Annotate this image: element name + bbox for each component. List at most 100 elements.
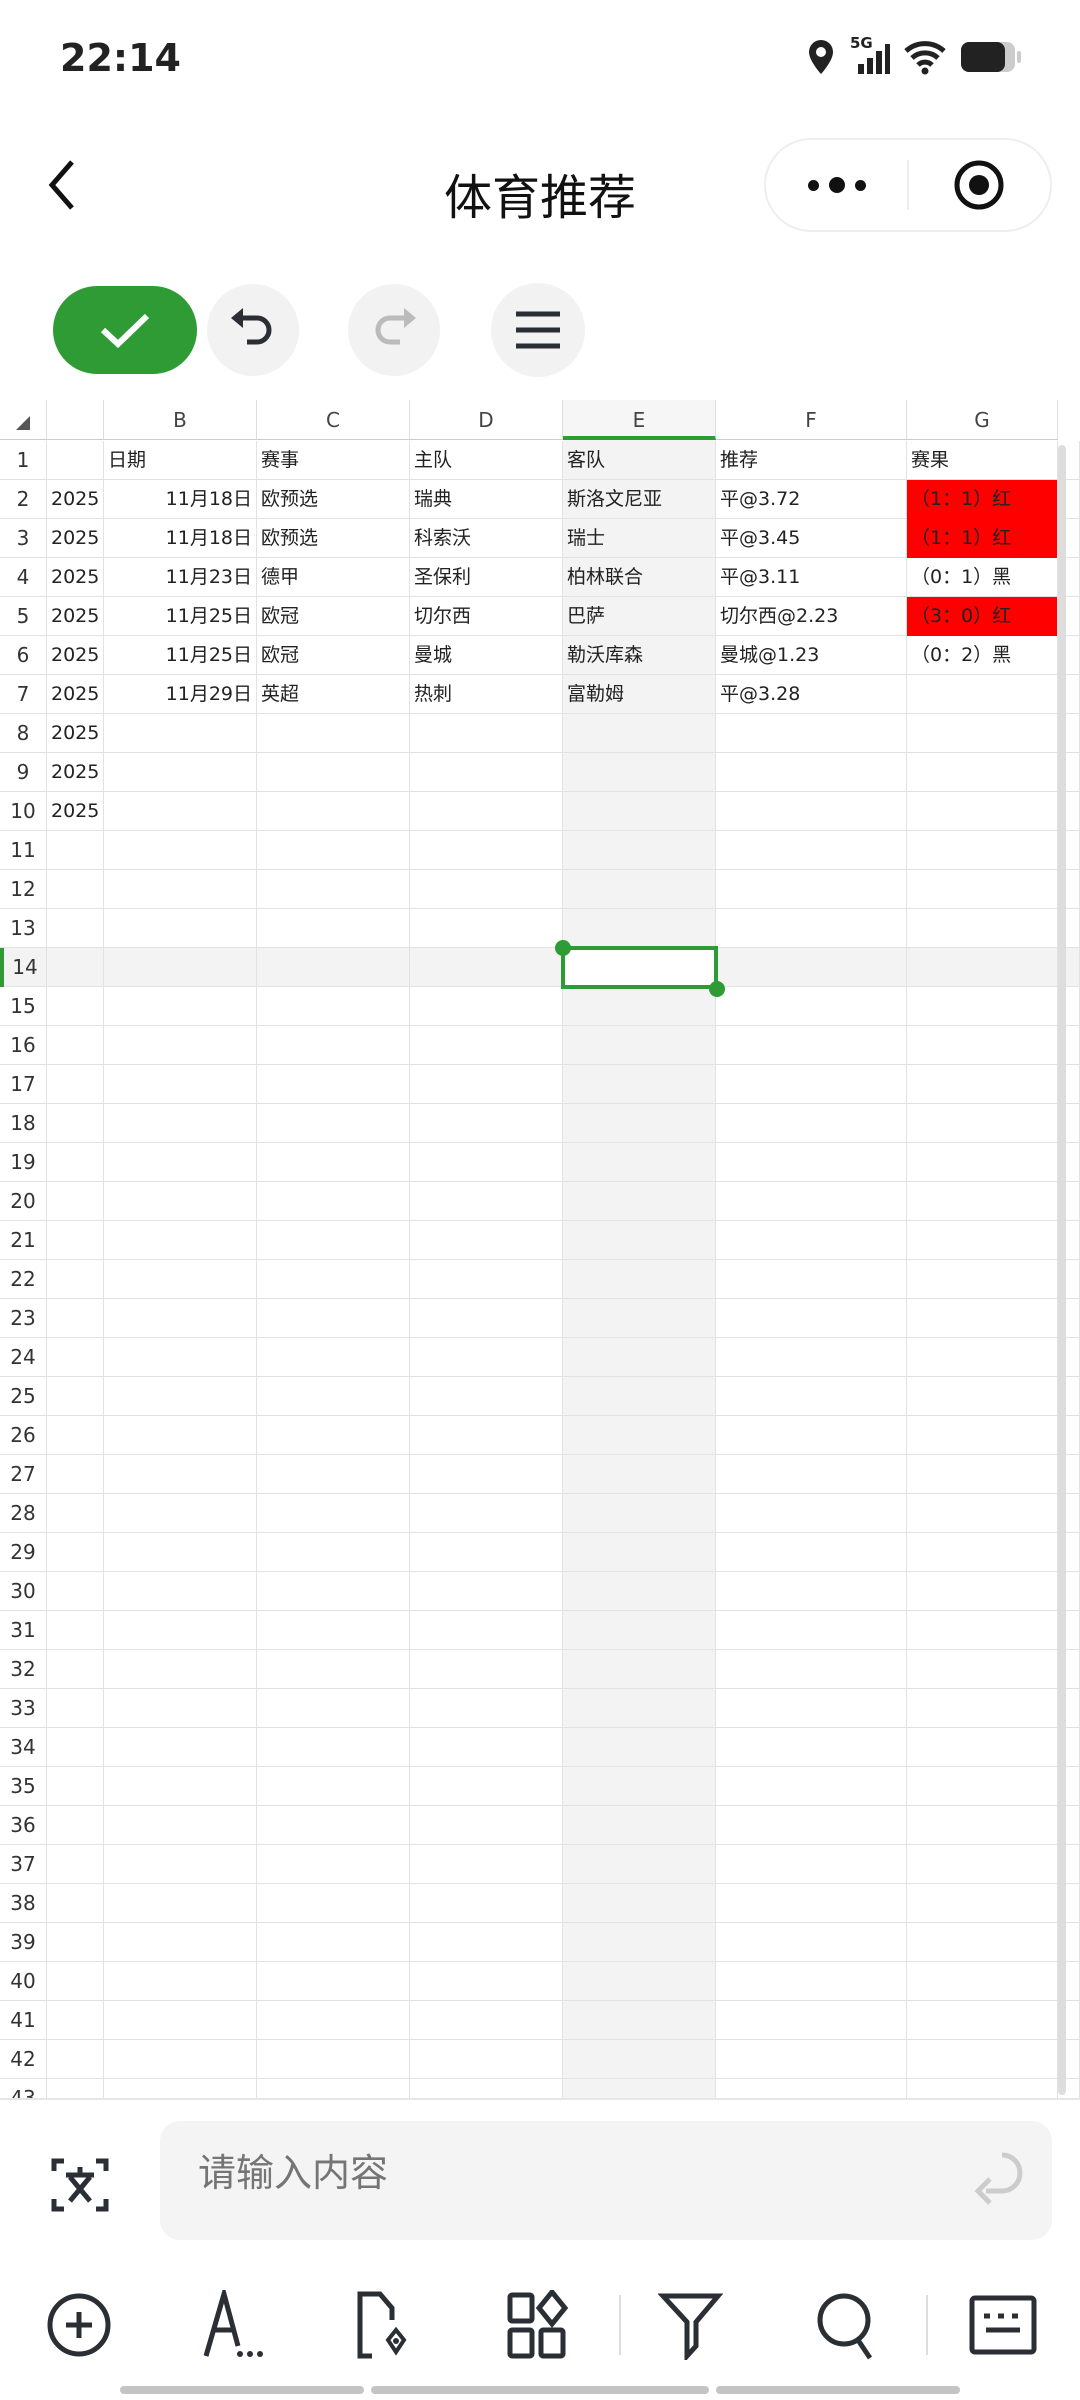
back-icon[interactable] [40,150,90,220]
cell-A28[interactable] [47,1494,104,1533]
row-header[interactable]: 24 [0,1338,47,1377]
cell-A7[interactable]: 2025 [47,675,104,714]
cell-G1[interactable]: 赛果 [907,441,1058,480]
cell-E15[interactable] [563,987,716,1026]
row-header[interactable]: 41 [0,2001,47,2040]
cell-D43[interactable] [410,2079,563,2100]
cell-C23[interactable] [257,1299,410,1338]
cell-D17[interactable] [410,1065,563,1104]
cell-A22[interactable] [47,1260,104,1299]
cell-D19[interactable] [410,1143,563,1182]
cell-D23[interactable] [410,1299,563,1338]
cell-B19[interactable] [104,1143,257,1182]
cell-B14[interactable] [104,948,257,987]
cell-D2[interactable]: 瑞典 [410,480,563,519]
cell-F23[interactable] [716,1299,907,1338]
apps-icon[interactable] [505,2290,575,2360]
cell-E18[interactable] [563,1104,716,1143]
cell-A19[interactable] [47,1143,104,1182]
cell-A26[interactable] [47,1416,104,1455]
cell-B36[interactable] [104,1806,257,1845]
filter-icon[interactable] [658,2290,728,2360]
cell-A39[interactable] [47,1923,104,1962]
cell-B37[interactable] [104,1845,257,1884]
cell-F29[interactable] [716,1533,907,1572]
cell-C38[interactable] [257,1884,410,1923]
cell-C22[interactable] [257,1260,410,1299]
cell-F2[interactable]: 平@3.72 [716,480,907,519]
cell-D35[interactable] [410,1767,563,1806]
cell-A12[interactable] [47,870,104,909]
cell-C15[interactable] [257,987,410,1026]
cell-E43[interactable] [563,2079,716,2100]
cell-C8[interactable] [257,714,410,753]
cell-D25[interactable] [410,1377,563,1416]
cell-C37[interactable] [257,1845,410,1884]
cell-B7[interactable]: 11月29日 [104,675,257,714]
cell-D22[interactable] [410,1260,563,1299]
cell-B17[interactable] [104,1065,257,1104]
row-header[interactable]: 13 [0,909,47,948]
cell-F31[interactable] [716,1611,907,1650]
row-header[interactable]: 29 [0,1533,47,1572]
cell-G25[interactable] [907,1377,1058,1416]
cell-E31[interactable] [563,1611,716,1650]
cell-F14[interactable] [716,948,907,987]
cell-D10[interactable] [410,792,563,831]
cell-G7[interactable] [907,675,1058,714]
cell-B42[interactable] [104,2040,257,2079]
cell-C20[interactable] [257,1182,410,1221]
cell-G17[interactable] [907,1065,1058,1104]
cell-A35[interactable] [47,1767,104,1806]
cell-C5[interactable]: 欧冠 [257,597,410,636]
cell-G41[interactable] [907,2001,1058,2040]
insert-icon[interactable] [44,2290,114,2360]
cell-F10[interactable] [716,792,907,831]
row-header[interactable]: 36 [0,1806,47,1845]
cell-B3[interactable]: 11月18日 [104,519,257,558]
cell-G33[interactable] [907,1689,1058,1728]
cell-G15[interactable] [907,987,1058,1026]
row-header[interactable]: 5 [0,597,47,636]
row-header[interactable]: 4 [0,558,47,597]
cell-A27[interactable] [47,1455,104,1494]
cell-A29[interactable] [47,1533,104,1572]
cell-C25[interactable] [257,1377,410,1416]
cell-C43[interactable] [257,2079,410,2100]
row-header[interactable]: 33 [0,1689,47,1728]
column-header[interactable] [47,400,104,440]
spreadsheet-grid[interactable]: B C D E F G 1 日期 赛事 主队 客队 推荐 赛果 2 2025 11月18日 欧预选 瑞典 斯洛文尼亚… [0,400,1080,2100]
cell-A33[interactable] [47,1689,104,1728]
confirm-button[interactable] [53,286,197,374]
row-header[interactable]: 7 [0,675,47,714]
cell-F39[interactable] [716,1923,907,1962]
cell-E21[interactable] [563,1221,716,1260]
cell-A14[interactable] [47,948,104,987]
cell-D4[interactable]: 圣保利 [410,558,563,597]
cell-C11[interactable] [257,831,410,870]
cell-C4[interactable]: 德甲 [257,558,410,597]
cell-F12[interactable] [716,870,907,909]
cell-C42[interactable] [257,2040,410,2079]
cell-E34[interactable] [563,1728,716,1767]
cell-A5[interactable]: 2025 [47,597,104,636]
cell-F22[interactable] [716,1260,907,1299]
cell-G31[interactable] [907,1611,1058,1650]
cell-D24[interactable] [410,1338,563,1377]
row-header[interactable]: 35 [0,1767,47,1806]
cell-C18[interactable] [257,1104,410,1143]
cell-A13[interactable] [47,909,104,948]
cell-C19[interactable] [257,1143,410,1182]
cell-F42[interactable] [716,2040,907,2079]
row-header[interactable]: 42 [0,2040,47,2079]
cell-E29[interactable] [563,1533,716,1572]
cell-G21[interactable] [907,1221,1058,1260]
cell-C1[interactable]: 赛事 [257,441,410,480]
column-header[interactable]: E [563,400,716,440]
cell-E9[interactable] [563,753,716,792]
cell-F41[interactable] [716,2001,907,2040]
cell-B5[interactable]: 11月25日 [104,597,257,636]
cell-E22[interactable] [563,1260,716,1299]
vertical-scrollbar[interactable] [1058,445,1066,2095]
cell-A17[interactable] [47,1065,104,1104]
